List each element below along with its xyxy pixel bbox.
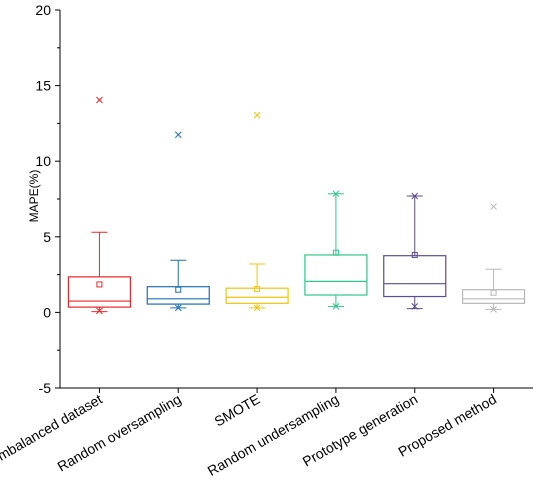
- box-group: [146, 131, 210, 312]
- mean-marker: [332, 249, 339, 256]
- y-tick-label: 0: [43, 304, 51, 320]
- max-marker: [174, 131, 182, 139]
- y-axis-label: MAPE(%): [27, 170, 41, 223]
- min-marker: [253, 304, 261, 312]
- mean-marker: [96, 281, 103, 288]
- box-iqr: [146, 286, 210, 305]
- box-iqr: [304, 254, 368, 296]
- mean-marker: [490, 289, 497, 296]
- box-iqr: [383, 255, 447, 298]
- box-group: [67, 96, 132, 315]
- min-marker: [174, 304, 182, 312]
- min-marker: [490, 306, 497, 313]
- y-axis: -5 0 5 10 15 20: [35, 2, 60, 396]
- plot-frame: [59, 10, 533, 389]
- y-tick-label: 5: [43, 229, 51, 245]
- box-group: [383, 192, 447, 310]
- min-marker: [411, 302, 419, 310]
- mean-marker: [411, 251, 418, 258]
- max-marker: [332, 190, 340, 198]
- box-group: [304, 190, 368, 310]
- box-iqr: [225, 287, 289, 304]
- y-tick-label: -5: [39, 380, 52, 396]
- box-iqr: [461, 289, 526, 304]
- box-group: [225, 111, 289, 312]
- y-tick-label: 10: [35, 153, 51, 169]
- y-tick-label: 15: [35, 78, 51, 94]
- mean-marker: [175, 286, 182, 293]
- x-tick-label: SMOTE: [211, 391, 262, 430]
- box-iqr: [67, 276, 132, 308]
- boxes: [67, 96, 526, 315]
- box-group: [461, 203, 526, 313]
- x-tick-label: Random undersampling: [205, 391, 342, 479]
- y-tick-label: 20: [35, 2, 51, 18]
- max-marker: [96, 96, 103, 104]
- mean-marker: [254, 285, 261, 292]
- max-marker: [490, 203, 497, 210]
- min-marker: [96, 307, 103, 315]
- min-marker: [332, 302, 340, 310]
- max-marker: [411, 192, 419, 200]
- max-marker: [253, 111, 261, 119]
